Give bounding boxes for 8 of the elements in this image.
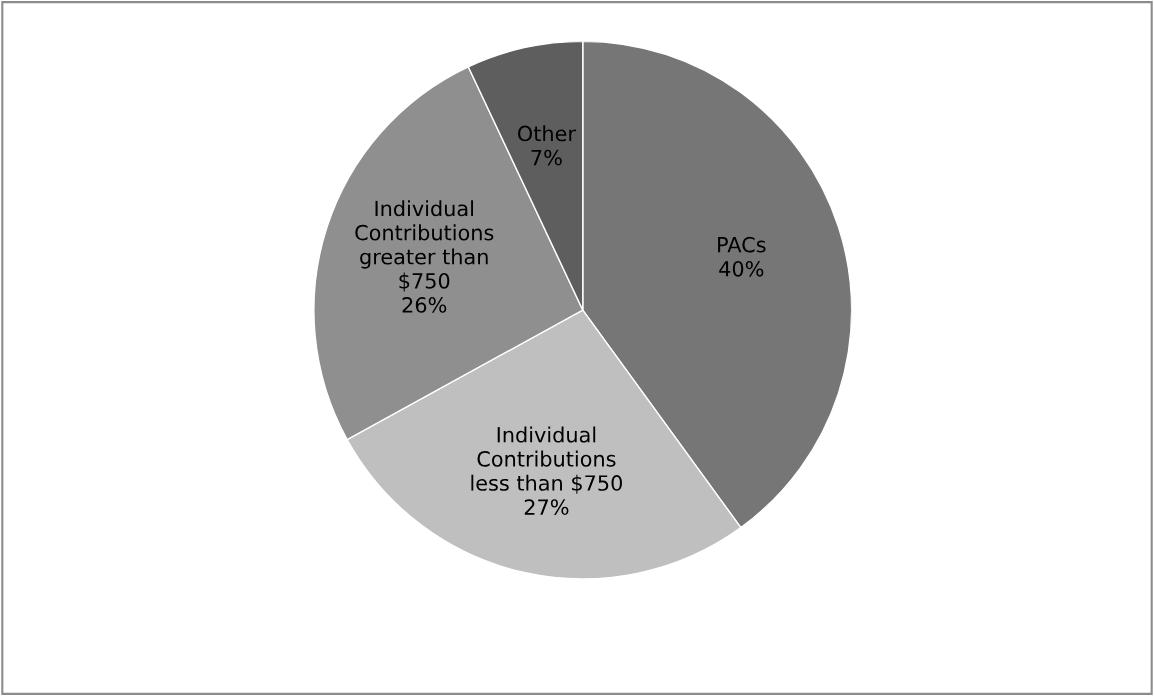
slice-label: PACs	[718, 236, 766, 253]
data-label: 40%	[719, 260, 764, 277]
slice-label: Other	[518, 125, 576, 142]
data-label: 27%	[524, 499, 569, 515]
data-label: 26%	[402, 297, 447, 313]
slice-label: Individual Contributions less than $750	[471, 426, 622, 494]
slice-label: Individual Contributions greater than $750	[355, 200, 494, 292]
data-label: 7%	[531, 149, 562, 166]
